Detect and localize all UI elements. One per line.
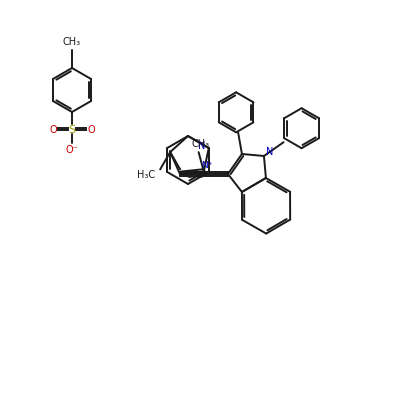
Text: CH₃: CH₃: [185, 170, 203, 180]
Text: CH₃: CH₃: [192, 139, 210, 149]
Text: N: N: [198, 141, 206, 151]
Text: S: S: [68, 125, 76, 135]
Text: N: N: [266, 147, 274, 157]
Text: H₃C: H₃C: [137, 170, 155, 180]
Text: CH₃: CH₃: [63, 37, 81, 47]
Text: N⁺: N⁺: [201, 161, 212, 170]
Text: O⁻: O⁻: [66, 145, 78, 155]
Text: O: O: [87, 125, 95, 135]
Text: O: O: [49, 125, 57, 135]
